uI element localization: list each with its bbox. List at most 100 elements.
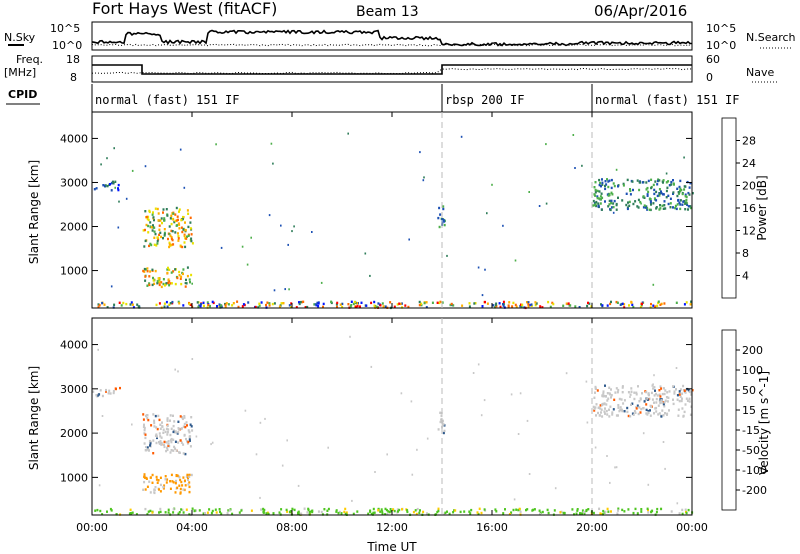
echo-cell	[616, 301, 619, 304]
echo-cell	[400, 392, 403, 395]
colorbar-frame	[721, 329, 737, 511]
echo-cell	[188, 430, 191, 434]
echo-cell	[238, 511, 241, 514]
echo-cell	[679, 203, 682, 206]
echo-cell	[189, 281, 191, 284]
echo-cell	[154, 269, 157, 273]
echo-cell	[272, 512, 275, 515]
echo-cell	[637, 385, 639, 388]
echo-cell	[669, 206, 672, 209]
echo-cell	[162, 431, 165, 434]
echo-cell	[452, 304, 455, 307]
echo-cell	[677, 414, 680, 417]
echo-cell	[264, 417, 266, 420]
echo-cell	[273, 302, 276, 305]
power-colorbar-label: Power [dB]	[755, 175, 769, 240]
echo-cell	[302, 300, 305, 303]
echo-cell	[179, 415, 182, 418]
echo-cell	[441, 425, 443, 429]
echo-cell	[602, 390, 605, 393]
echo-cell	[642, 195, 645, 198]
echo-cell	[352, 512, 355, 516]
echo-cell	[143, 429, 146, 432]
colorbar-tick-label: 50	[742, 384, 756, 397]
echo-cell	[376, 305, 379, 309]
echo-cell	[436, 510, 439, 514]
echo-cell	[411, 473, 414, 476]
echo-cell	[660, 302, 663, 306]
echo-cell	[604, 412, 606, 415]
echo-cell	[163, 440, 166, 444]
echo-cell	[656, 194, 659, 198]
echo-cell	[135, 513, 138, 516]
echo-cell	[412, 510, 415, 514]
echo-cell	[171, 300, 174, 304]
echo-cell	[597, 411, 599, 415]
echo-cell	[291, 230, 293, 233]
echo-cell	[684, 208, 687, 211]
echo-cell	[602, 513, 604, 516]
echo-cell	[621, 199, 624, 202]
echo-cell	[678, 390, 681, 393]
echo-cell	[160, 235, 163, 239]
echo-cell	[672, 192, 674, 195]
echo-cell	[676, 187, 679, 190]
echo-cell	[607, 397, 610, 400]
echo-cell	[107, 392, 110, 395]
nave-tick-high: 60	[706, 53, 720, 66]
echo-cell	[97, 303, 100, 306]
echo-cell	[599, 195, 602, 198]
echo-cell	[193, 509, 196, 513]
echo-cell	[153, 421, 156, 425]
echo-cell	[507, 305, 510, 308]
echo-cell	[172, 430, 175, 434]
echo-cell	[285, 508, 288, 512]
echo-cell	[527, 305, 530, 308]
echo-cell	[207, 303, 210, 307]
echo-cell	[647, 190, 650, 194]
echo-cell	[291, 507, 294, 511]
echo-cell	[661, 409, 664, 412]
echo-cell	[606, 507, 609, 511]
echo-cell	[338, 510, 341, 514]
echo-cell	[152, 439, 155, 442]
echo-cell	[206, 511, 209, 514]
echo-cell	[303, 507, 306, 510]
date-label: 06/Apr/2016	[594, 2, 687, 20]
echo-cell	[153, 419, 156, 422]
echo-cell	[211, 300, 214, 304]
echo-cell	[180, 508, 183, 511]
echo-cell	[181, 508, 184, 512]
echo-cell	[481, 305, 484, 308]
echo-cell	[574, 167, 576, 169]
echo-cell	[646, 397, 649, 400]
x-tick-label: 16:00	[476, 521, 508, 534]
echo-cell	[408, 238, 410, 241]
colorbar-tick-label: -50	[742, 444, 760, 457]
echo-cell	[389, 301, 392, 304]
echo-cell	[663, 200, 666, 203]
echo-cell	[288, 304, 291, 307]
echo-cell	[653, 401, 655, 404]
x-tick-label: 04:00	[176, 521, 208, 534]
echo-cell	[608, 203, 611, 206]
echo-cell	[95, 187, 98, 190]
echo-cell	[250, 509, 253, 512]
echo-cell	[562, 511, 565, 515]
echo-cell	[156, 427, 159, 431]
echo-cell	[176, 432, 179, 435]
nsky-tick-low: 10^0	[52, 39, 82, 52]
echo-cell	[687, 508, 690, 512]
echo-cell	[494, 306, 496, 309]
echo-cell	[398, 302, 401, 305]
echo-cell	[630, 390, 633, 393]
echo-cell	[146, 417, 149, 420]
echo-cell	[481, 294, 484, 297]
colorbar-tick-label: 28	[742, 135, 756, 148]
echo-cell	[646, 507, 649, 510]
echo-cell	[148, 275, 151, 278]
echo-cell	[262, 507, 265, 511]
echo-cell	[190, 416, 193, 419]
echo-cell	[592, 405, 595, 409]
echo-cell	[687, 191, 690, 195]
